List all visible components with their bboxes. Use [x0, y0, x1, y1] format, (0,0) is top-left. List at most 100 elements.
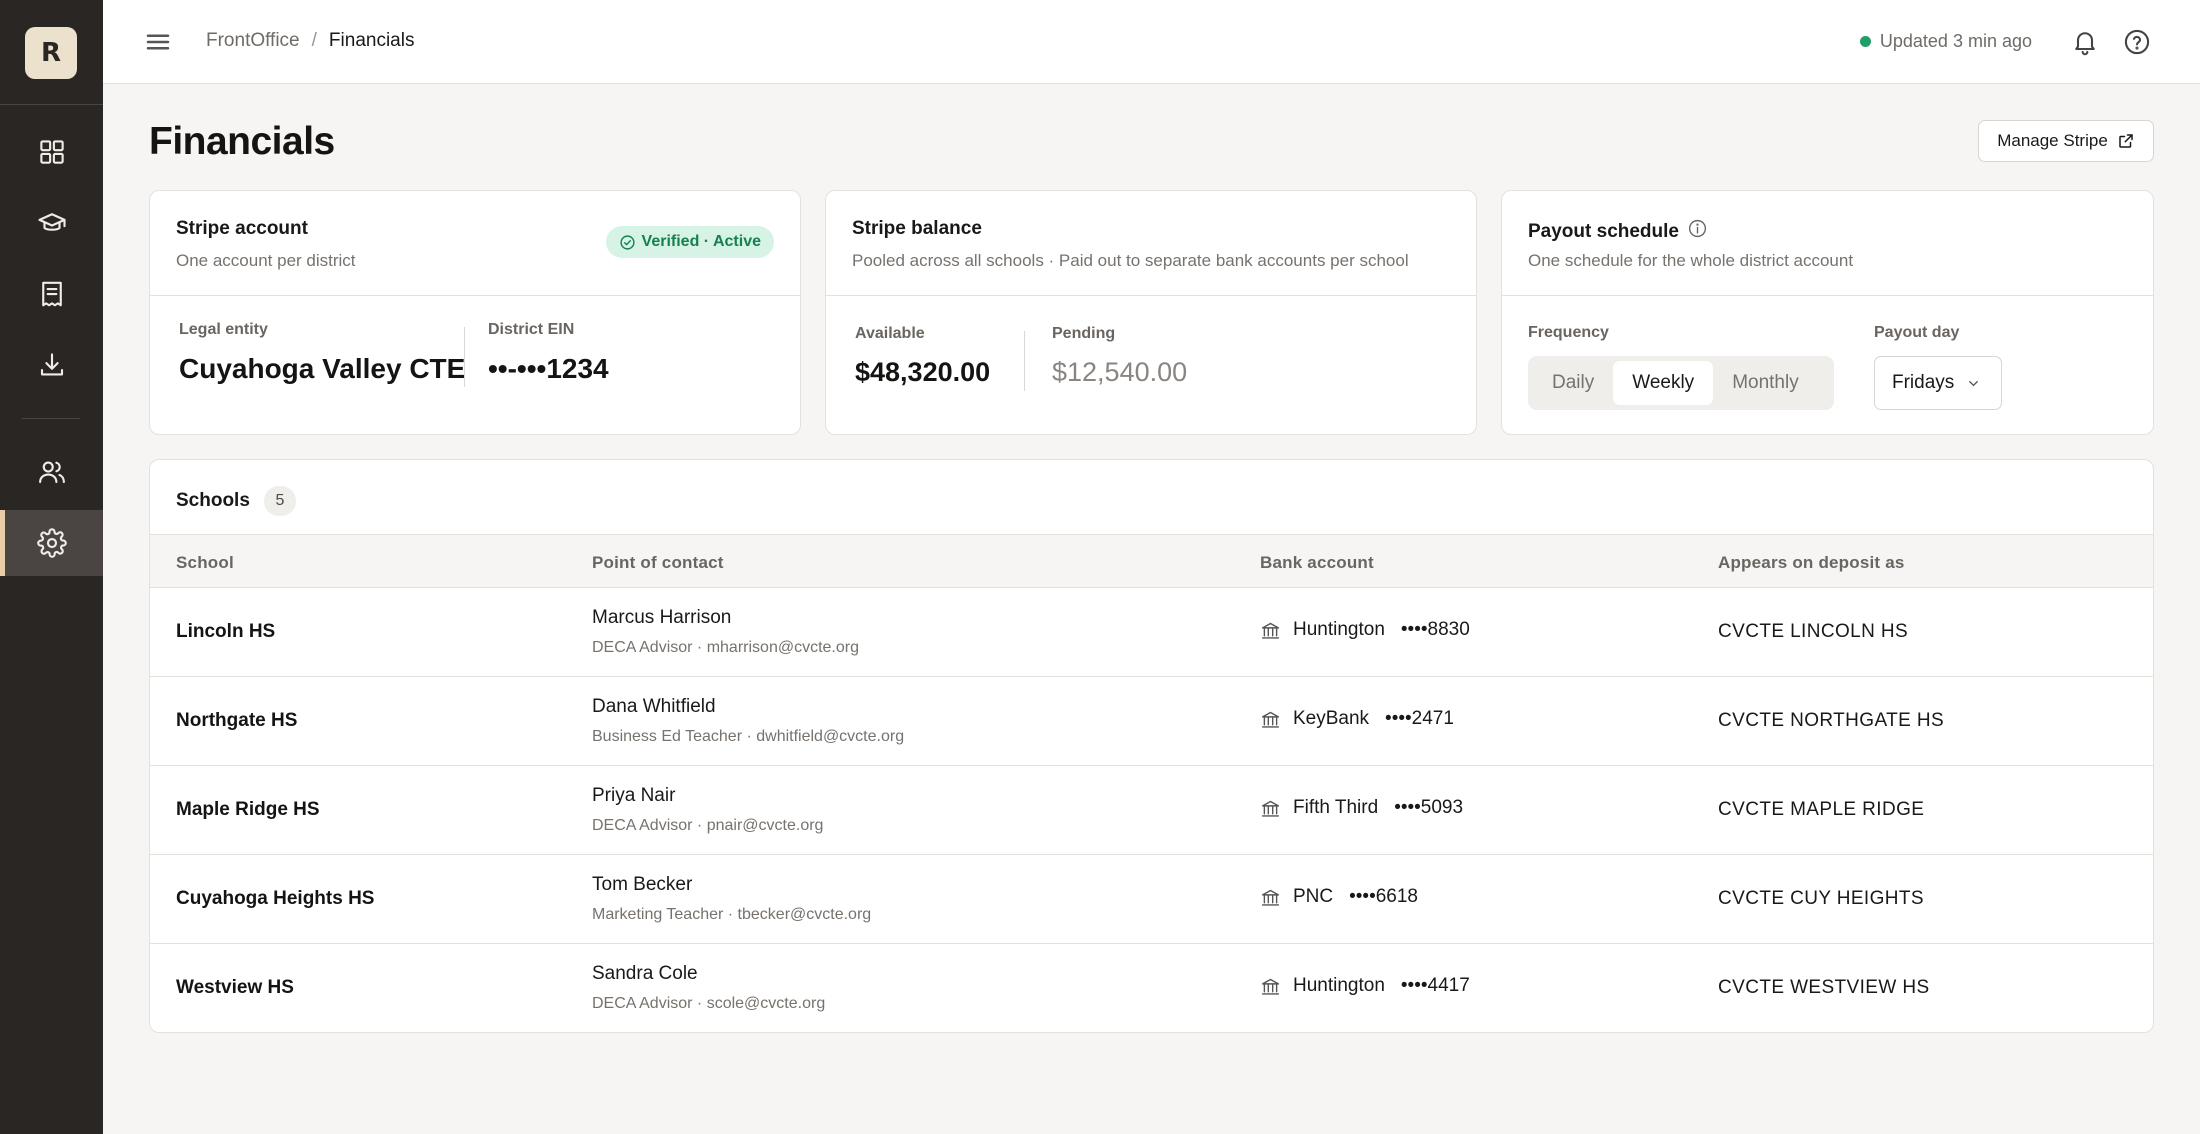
schools-title: Schools 5: [176, 486, 296, 516]
bank-icon: [1261, 800, 1280, 817]
bank-cell: Fifth Third ••••5093: [1260, 797, 1463, 819]
frequency-label: Frequency: [1528, 324, 1609, 341]
district-ein: District EIN ••-•••1234: [488, 321, 609, 385]
account-mask: ••••8830: [1400, 619, 1470, 640]
manage-stripe-label: Manage Stripe: [1997, 131, 2108, 150]
account-mask: ••••4417: [1400, 975, 1470, 996]
info-icon[interactable]: [1687, 218, 1708, 245]
payout-day-select[interactable]: Fridays: [1874, 356, 2002, 410]
badge-label: Verified · Active: [641, 233, 761, 250]
frequency-toggle: Daily Weekly Monthly: [1528, 356, 1834, 410]
legal-entity-label: Legal entity: [179, 321, 268, 338]
pending-label: Pending: [1052, 325, 1116, 342]
bank-cell: PNC ••••6618: [1260, 886, 1418, 908]
card-subtitle: One schedule for the whole district acco…: [1528, 251, 1854, 270]
card-title: Stripe balance: [852, 218, 982, 239]
frequency-monthly[interactable]: Monthly: [1732, 372, 1799, 393]
count-badge: 5: [263, 486, 296, 516]
frequency-weekly[interactable]: Weekly: [1613, 361, 1714, 405]
school-name: Lincoln HS: [176, 621, 276, 642]
card-subtitle: One account per district: [176, 251, 356, 270]
schools-table: Schools 5 School Point of contact Bank a…: [149, 459, 2154, 1033]
contact-meta: DECA Advisor · pnair@cvcte.org: [592, 817, 824, 834]
table-row[interactable]: Lincoln HS Marcus Harrison DECA Advisor …: [150, 588, 2153, 677]
sidebar-item-settings[interactable]: [0, 510, 103, 576]
breadcrumb-root[interactable]: FrontOffice: [206, 30, 300, 51]
status-badge: Verified · Active: [605, 226, 774, 258]
pending-value: $12,540.00: [1052, 357, 1188, 387]
divider: [464, 327, 465, 387]
table-header: School Point of contact Bank account App…: [150, 535, 2153, 588]
status-text: Updated 3 min ago: [1879, 31, 2032, 51]
contact-cell: Sandra Cole DECA Advisor · scole@cvcte.o…: [592, 963, 825, 1013]
table-row[interactable]: Westview HS Sandra Cole DECA Advisor · s…: [150, 944, 2153, 1032]
divider: [1024, 331, 1025, 391]
bank-icon: [1261, 622, 1280, 639]
bank-icon: [1261, 889, 1280, 906]
ein-label: District EIN: [488, 321, 575, 338]
school-name: Westview HS: [176, 977, 294, 998]
bank-icon: [1261, 978, 1280, 995]
stripe-account-card: Stripe account One account per district …: [149, 190, 801, 435]
contact-cell: Tom Becker Marketing Teacher · tbecker@c…: [592, 874, 871, 924]
table-row[interactable]: Maple Ridge HS Priya Nair DECA Advisor ·…: [150, 766, 2153, 855]
card-title: Stripe account: [176, 218, 308, 239]
bank-cell: Huntington ••••8830: [1260, 619, 1470, 641]
bank-name: Fifth Third: [1293, 797, 1379, 818]
contact-name: Tom Becker: [592, 874, 693, 895]
bank-name: Huntington: [1293, 975, 1385, 996]
legal-entity-value: Cuyahoga Valley CTE: [179, 353, 466, 384]
deposit-descriptor: CVCTE CUY HEIGHTS: [1718, 888, 1924, 909]
account-mask: ••••2471: [1385, 708, 1454, 729]
deposit-descriptor: CVCTE NORTHGATE HS: [1718, 710, 1945, 731]
contact-meta: DECA Advisor · scole@cvcte.org: [592, 995, 826, 1012]
column-header-deposit: Appears on deposit as: [1718, 553, 1905, 572]
schools-title-text: Schools: [176, 490, 250, 511]
sidebar-item-downloads[interactable]: [0, 332, 103, 398]
bank-cell: Huntington ••••4417: [1260, 975, 1470, 997]
menu-icon[interactable]: [143, 27, 173, 57]
column-header-contact: Point of contact: [592, 553, 724, 572]
account-mask: ••••5093: [1394, 797, 1464, 818]
contact-name: Dana Whitfield: [592, 696, 716, 717]
frequency-daily[interactable]: Daily: [1552, 372, 1595, 393]
bank-name: KeyBank: [1293, 708, 1370, 729]
sidebar-item-dashboard[interactable]: [0, 119, 103, 185]
contact-name: Marcus Harrison: [592, 607, 732, 628]
breadcrumb-separator: /: [311, 30, 317, 51]
status-dot-icon: [1859, 36, 1871, 47]
sidebar-divider: [0, 104, 103, 105]
manage-stripe-button[interactable]: Manage Stripe: [1978, 120, 2154, 162]
chevron-down-icon: [1969, 380, 1979, 386]
check-circle-icon: [619, 234, 635, 250]
available-label: Available: [855, 325, 925, 342]
app-logo[interactable]: R: [25, 27, 77, 79]
sidebar-divider: [22, 418, 80, 419]
card-title: Payout schedule: [1528, 218, 1708, 245]
payout-day-label: Payout day: [1874, 324, 1960, 341]
legal-entity: Legal entity Cuyahoga Valley CTE: [179, 321, 465, 385]
contact-meta: Business Ed Teacher · dwhitfield@cvcte.o…: [592, 728, 905, 745]
table-row[interactable]: Cuyahoga Heights HS Tom Becker Marketing…: [150, 855, 2153, 944]
bank-cell: KeyBank ••••2471: [1260, 708, 1454, 730]
school-name: Northgate HS: [176, 710, 298, 731]
bank-icon: [1261, 711, 1280, 728]
deposit-descriptor: CVCTE WESTVIEW HS: [1718, 977, 1930, 998]
table-row[interactable]: Northgate HS Dana Whitfield Business Ed …: [150, 677, 2153, 766]
sidebar-item-people[interactable]: [0, 439, 103, 505]
help-icon[interactable]: [2123, 28, 2151, 56]
grid-icon: [39, 140, 64, 164]
account-mask: ••••6618: [1349, 886, 1418, 907]
contact-cell: Dana Whitfield Business Ed Teacher · dwh…: [592, 696, 904, 746]
payout-day-value: Fridays: [1892, 372, 1955, 393]
column-header-bank: Bank account: [1260, 553, 1374, 572]
payout-schedule-card: Payout schedule One schedule for the who…: [1501, 190, 2154, 435]
contact-meta: Marketing Teacher · tbecker@cvcte.org: [592, 906, 872, 923]
sidebar-item-programs[interactable]: [0, 190, 103, 256]
breadcrumb-current: Financials: [328, 30, 415, 51]
bell-icon[interactable]: [2071, 28, 2099, 56]
deposit-descriptor: CVCTE LINCOLN HS: [1718, 621, 1909, 642]
sidebar-item-receipts[interactable]: [0, 261, 103, 327]
contact-cell: Priya Nair DECA Advisor · pnair@cvcte.or…: [592, 785, 823, 835]
bank-name: Huntington: [1293, 619, 1385, 640]
